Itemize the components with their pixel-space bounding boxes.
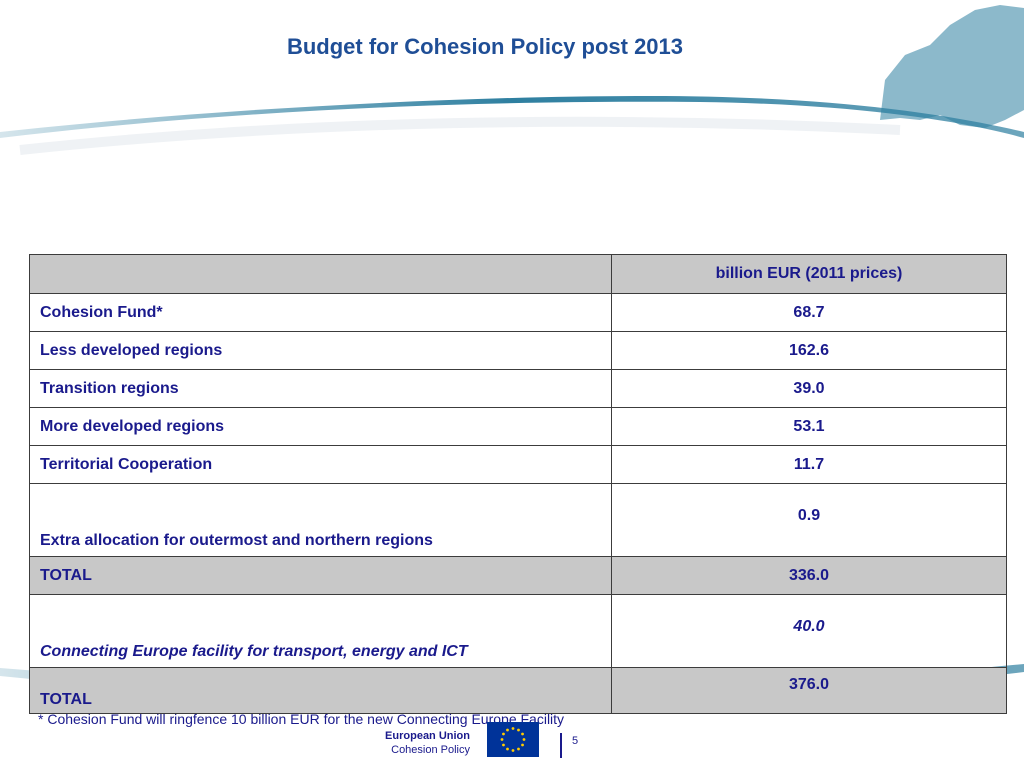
flag-star	[521, 743, 524, 747]
total-value: 336.0	[611, 556, 1007, 595]
table-row: Less developed regions 162.6	[29, 331, 1007, 370]
footnote: * Cohesion Fund will ringfence 10 billio…	[38, 711, 565, 727]
row-label: Less developed regions	[29, 331, 612, 370]
total-row: TOTAL 336.0	[29, 556, 1007, 595]
row-value: 40.0	[611, 594, 1007, 668]
row-value: 53.1	[611, 407, 1007, 446]
row-value: 39.0	[611, 369, 1007, 408]
flag-star	[506, 728, 509, 732]
grand-total-label: TOTAL	[29, 667, 612, 714]
budget-table: billion EUR (2011 prices) Cohesion Fund*…	[29, 254, 1007, 714]
table-row: Cohesion Fund* 68.7	[29, 293, 1007, 332]
flag-star	[502, 743, 505, 747]
eu-branding: European Union Cohesion Policy	[360, 729, 470, 757]
table-row: Extra allocation for outermost and north…	[29, 483, 1007, 557]
row-label: Connecting Europe facility for transport…	[29, 594, 612, 668]
flag-star	[506, 747, 509, 751]
flag-star	[522, 738, 526, 741]
flag-star	[517, 728, 520, 732]
branding-line2: Cohesion Policy	[391, 744, 470, 756]
flag-star	[521, 732, 524, 736]
header-label	[29, 254, 612, 294]
flag-star	[500, 738, 504, 741]
header-unit: billion EUR (2011 prices)	[611, 254, 1007, 294]
table-header-row: billion EUR (2011 prices)	[29, 254, 1007, 294]
footer-separator	[560, 733, 562, 758]
europe-map-icon	[880, 5, 1024, 128]
flag-star	[511, 749, 515, 752]
row-label: Cohesion Fund*	[29, 293, 612, 332]
row-label: More developed regions	[29, 407, 612, 446]
total-label: TOTAL	[29, 556, 612, 595]
row-label: Transition regions	[29, 369, 612, 408]
flag-star	[511, 727, 515, 730]
grand-total-row: TOTAL 376.0	[29, 667, 1007, 714]
row-label: Extra allocation for outermost and north…	[29, 483, 612, 557]
row-value: 68.7	[611, 293, 1007, 332]
eu-flag-icon	[487, 722, 539, 757]
table-row: Connecting Europe facility for transport…	[29, 594, 1007, 668]
row-value: 11.7	[611, 445, 1007, 484]
row-label: Territorial Cooperation	[29, 445, 612, 484]
grand-total-value: 376.0	[611, 667, 1007, 714]
table-row: Territorial Cooperation 11.7	[29, 445, 1007, 484]
page-title: Budget for Cohesion Policy post 2013	[286, 34, 684, 59]
table-row: More developed regions 53.1	[29, 407, 1007, 446]
table-row: Transition regions 39.0	[29, 369, 1007, 408]
flag-star	[502, 732, 505, 736]
row-value: 162.6	[611, 331, 1007, 370]
branding-line1: European Union	[385, 730, 470, 742]
page-number: 5	[572, 735, 579, 747]
row-value: 0.9	[611, 483, 1007, 557]
flag-star	[517, 747, 520, 751]
